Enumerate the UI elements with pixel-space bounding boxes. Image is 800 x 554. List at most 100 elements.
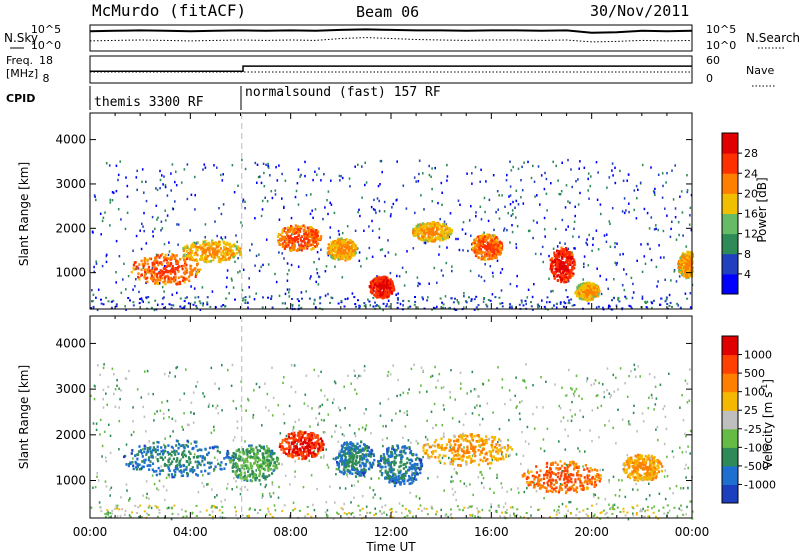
scatter-cell (526, 425, 529, 429)
scatter-cell (175, 170, 177, 173)
scatter-cell (141, 180, 143, 183)
scatter-cell (119, 397, 121, 401)
blob-cell (586, 289, 589, 292)
blob-cell (375, 282, 379, 285)
blob-cell (175, 261, 178, 264)
blob-cell (566, 278, 569, 282)
scatter-cell (440, 508, 442, 512)
ground-cell (139, 504, 142, 507)
scatter-cell (325, 448, 327, 451)
scatter-cell (564, 448, 567, 451)
blob-cell (349, 241, 352, 245)
blob-cell (210, 259, 213, 263)
blob-cell (490, 242, 493, 246)
scatter-cell (274, 193, 277, 196)
scatter-cell (337, 406, 340, 409)
blob-cell (183, 245, 186, 249)
scatter-cell (669, 487, 671, 490)
ground-cell (267, 296, 269, 299)
scatter-cell (671, 450, 674, 453)
scatter-cell (240, 221, 242, 224)
scatter-cell (489, 467, 491, 470)
scatter-cell (456, 299, 458, 302)
scatter-cell (105, 254, 108, 258)
scatter-cell (571, 388, 573, 391)
scatter-cell (354, 165, 356, 168)
scatter-cell (338, 450, 341, 453)
freq-label-line1: Freq. (6, 54, 33, 67)
scatter-cell (385, 424, 387, 428)
scatter-cell (635, 375, 637, 378)
noise-series-line (89, 37, 693, 43)
blob-cell (340, 237, 343, 240)
blob-cell (567, 270, 570, 273)
scatter-cell (272, 491, 275, 495)
ground-cell (487, 299, 490, 301)
scatter-cell (288, 288, 291, 291)
ground-cell (657, 517, 660, 520)
scatter-cell (104, 480, 107, 483)
scatter-cell (313, 261, 315, 264)
ground-cell (209, 305, 212, 308)
blob-cell (206, 242, 210, 245)
scatter-cell (489, 487, 491, 491)
scatter-cell (633, 363, 636, 367)
blob-cell (300, 249, 303, 252)
scatter-cell (635, 482, 637, 486)
ground-cell (426, 299, 429, 302)
scatter-cell (261, 496, 263, 499)
scatter-cell (623, 197, 626, 200)
scatter-cell (155, 187, 157, 190)
blob-cell (373, 280, 376, 284)
ground-cell (271, 306, 274, 309)
blob-cell (418, 237, 421, 240)
scatter-cell (138, 290, 140, 294)
scatter-cell (237, 517, 239, 521)
blob-cell (478, 252, 481, 255)
blob-cell (681, 272, 684, 276)
scatter-cell (653, 505, 655, 508)
scatter-cell (120, 291, 123, 294)
ground-cell (658, 509, 660, 512)
blob-cell (182, 271, 186, 275)
scatter-cell (559, 302, 562, 305)
ground-cell (664, 300, 667, 303)
scatter-cell (536, 194, 538, 197)
scatter-cell (651, 306, 653, 310)
ground-cell (382, 512, 385, 514)
ground-cell (659, 303, 662, 306)
scatter-cell (426, 390, 428, 393)
blob-cell (195, 272, 198, 275)
blob-cell (308, 235, 312, 238)
scatter-cell (190, 442, 192, 445)
blob-cell (143, 259, 146, 262)
scatter-cell (403, 284, 406, 287)
scatter-cell (567, 419, 569, 422)
scatter-cell (556, 510, 558, 513)
scatter-cell (92, 486, 94, 489)
blob-cell (292, 230, 295, 233)
scatter-cell (614, 261, 616, 264)
scatter-cell (684, 379, 687, 382)
scatter-cell (474, 515, 476, 518)
blob-cell (154, 256, 157, 260)
ground-cell (558, 505, 560, 508)
scatter-cell (98, 501, 101, 504)
scatter-cell (505, 179, 508, 182)
ground-cell (384, 504, 387, 507)
scatter-cell (95, 260, 97, 263)
scatter-cell (488, 198, 491, 202)
scatter-cell (315, 280, 317, 284)
ground-cell (107, 300, 110, 303)
scatter-cell (154, 412, 156, 415)
scatter-cell (351, 484, 353, 487)
scatter-cell (443, 232, 446, 235)
scatter-cell (382, 425, 384, 428)
date-title: 30/Nov/2011 (590, 2, 689, 20)
scatter-cell (212, 404, 214, 408)
scatter-cell (114, 405, 117, 408)
blob-cell (153, 271, 156, 274)
scatter-cell (664, 497, 667, 501)
scatter-cell (189, 468, 191, 471)
scatter-cell (93, 194, 96, 197)
